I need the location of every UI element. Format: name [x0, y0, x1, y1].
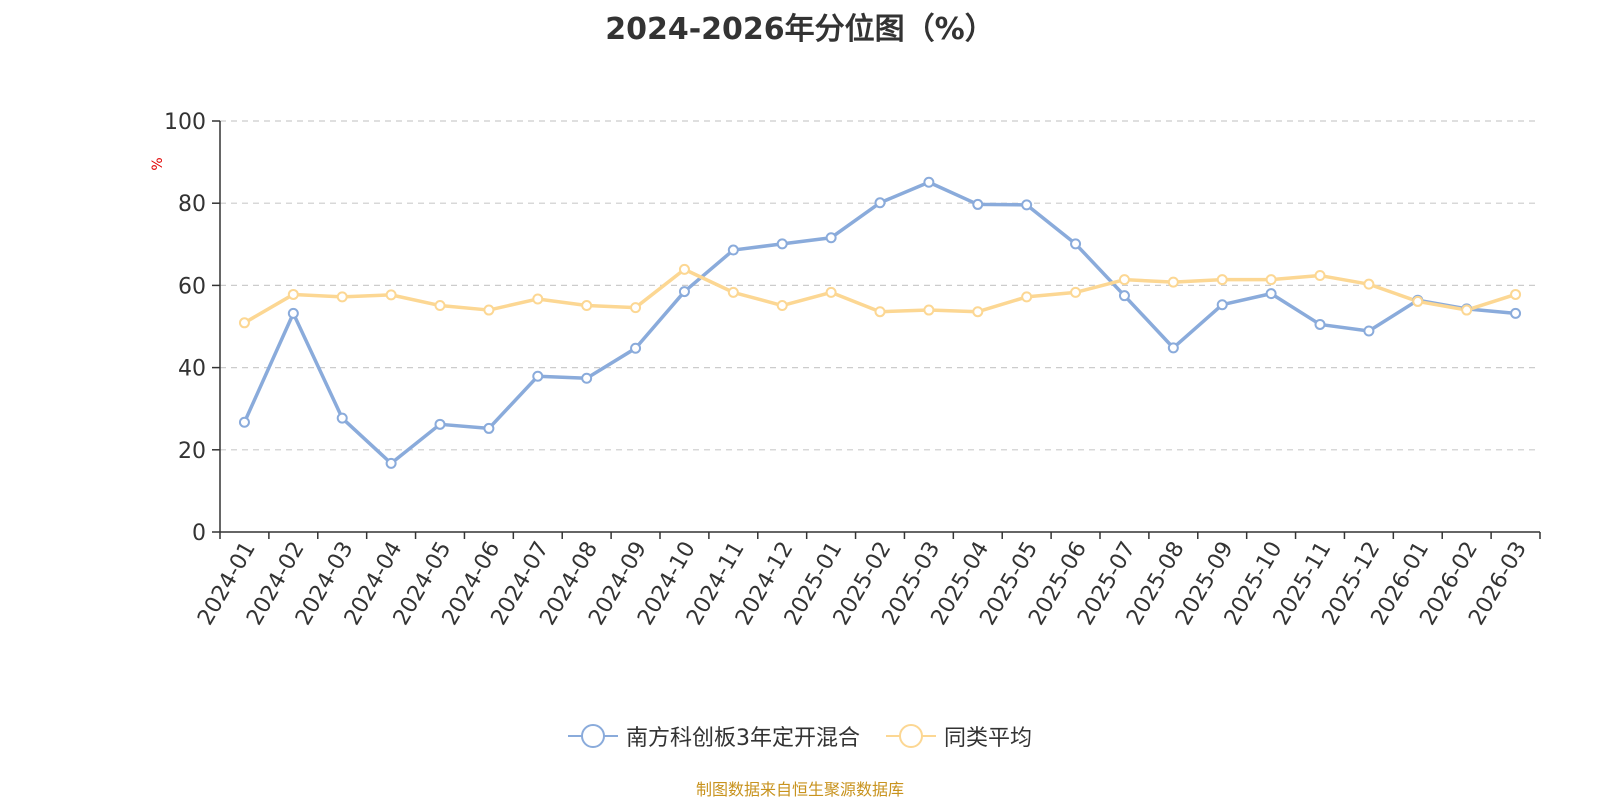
y-tick-label: 0	[192, 521, 206, 546]
series-0-point	[678, 286, 690, 298]
series-1-point	[1216, 274, 1228, 286]
y-axis-unit-label: %	[150, 157, 166, 170]
legend-swatch-fund	[567, 722, 618, 750]
series-1-point	[385, 289, 397, 301]
series-1-point	[1167, 276, 1179, 288]
series-1-point	[1314, 270, 1326, 282]
series-0-point	[434, 418, 446, 430]
series-1-point	[1265, 274, 1277, 286]
series-1-point	[776, 300, 788, 312]
chart-title: 2024-2026年分位图（%）	[605, 12, 995, 47]
series-0-point	[1510, 307, 1522, 319]
legend-item-fund[interactable]: 南方科创板3年定开混合	[567, 720, 860, 752]
series-1-point	[1363, 278, 1375, 290]
series-0-point	[776, 238, 788, 250]
y-tick-label: 80	[178, 192, 206, 217]
series-1-point	[972, 306, 984, 318]
axis-layer: 0204060801002024-012024-022024-032024-04…	[164, 110, 1541, 630]
y-tick-label: 100	[164, 110, 206, 135]
series-1-point	[825, 286, 837, 298]
series-layer	[238, 176, 1522, 469]
series-1-point	[532, 293, 544, 305]
series-1-point	[923, 304, 935, 316]
series-0-point	[1118, 290, 1130, 302]
series-0-point	[1070, 238, 1082, 250]
legend-label-average: 同类平均	[943, 726, 1032, 751]
y-tick-label: 60	[178, 274, 206, 299]
series-1-point	[727, 286, 739, 298]
series-0-point	[1363, 325, 1375, 337]
series-0-point	[972, 198, 984, 210]
source-note: 制图数据来自恒生聚源数据库	[695, 780, 904, 799]
legend-item-average[interactable]: 同类平均	[885, 720, 1032, 752]
series-0-point	[385, 457, 397, 469]
series-1-point	[678, 263, 690, 275]
series-0-point	[825, 232, 837, 244]
series-1-point	[287, 288, 299, 300]
series-1-point	[1461, 304, 1473, 316]
series-0-point	[581, 372, 593, 384]
series-1-point	[1070, 286, 1082, 298]
series-1-point	[581, 300, 593, 312]
y-tick-label: 40	[178, 357, 206, 382]
series-0-point	[874, 197, 886, 209]
series-0-point	[1314, 318, 1326, 330]
series-1-point	[336, 291, 348, 303]
series-0-point	[336, 412, 348, 424]
series-0-point	[630, 342, 642, 354]
series-0-point	[923, 176, 935, 188]
series-0-point	[1021, 199, 1033, 211]
series-1-point	[238, 317, 250, 329]
y-tick-label: 20	[178, 439, 206, 464]
series-0-point	[483, 422, 495, 434]
series-0-point	[1167, 342, 1179, 354]
series-1-point	[1021, 291, 1033, 303]
series-0-point	[238, 416, 250, 428]
series-1-point	[874, 306, 886, 318]
series-0-point	[1216, 299, 1228, 311]
series-0-point	[1265, 288, 1277, 300]
series-0-point	[727, 244, 739, 256]
series-1-point	[630, 302, 642, 314]
series-0-point	[532, 370, 544, 382]
series-0-point	[287, 307, 299, 319]
legend-swatch-average	[885, 722, 936, 750]
legend-label-fund: 南方科创板3年定开混合	[625, 726, 860, 751]
series-1-point	[1118, 274, 1130, 286]
series-1-point	[1412, 295, 1424, 307]
series-1-point	[1510, 288, 1522, 300]
series-1-point	[483, 304, 495, 316]
legend: 南方科创板3年定开混合 同类平均	[0, 720, 1600, 752]
grid-layer	[220, 120, 1540, 451]
series-1-point	[434, 300, 446, 312]
